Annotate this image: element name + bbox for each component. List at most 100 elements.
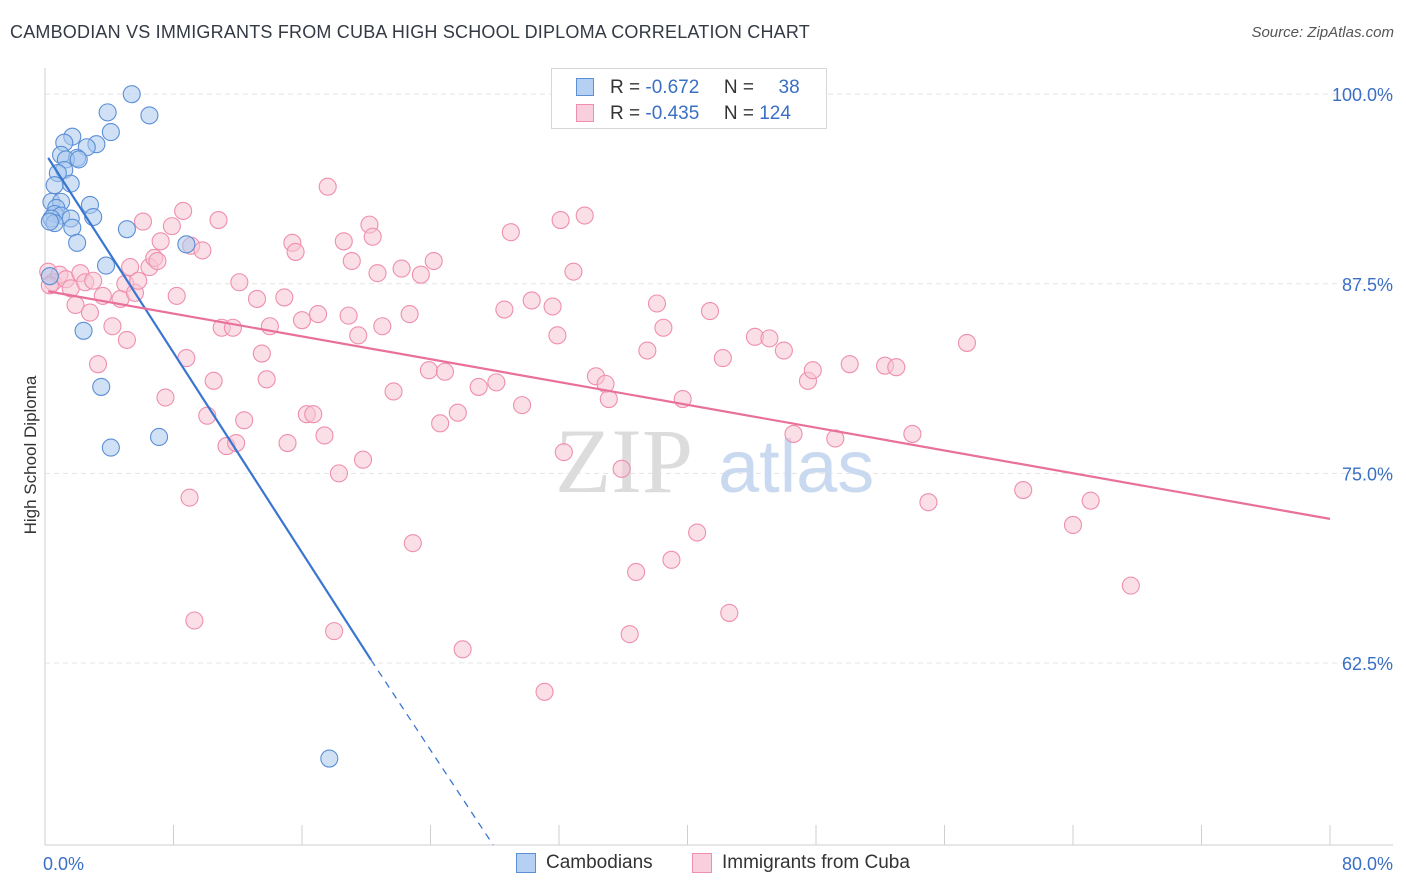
cuba-point xyxy=(647,294,667,313)
legend-swatch-cuba xyxy=(576,104,594,122)
cuba-point xyxy=(1081,491,1100,510)
legend-r-label: R = xyxy=(610,77,641,98)
cuba-point xyxy=(204,371,223,390)
cuba-point xyxy=(957,333,977,352)
cuba-point xyxy=(88,355,108,374)
cuba-point xyxy=(392,259,411,278)
cuba-point xyxy=(548,326,567,345)
cuba-point xyxy=(292,311,312,330)
legend-n-value: 124 xyxy=(759,103,791,124)
cuba-point xyxy=(638,341,657,360)
cuba-point xyxy=(162,217,181,236)
legend-r-label: R = xyxy=(610,103,641,124)
chart-title: CAMBODIAN VS IMMIGRANTS FROM CUBA HIGH S… xyxy=(10,22,810,42)
cuba-point xyxy=(363,227,382,246)
cambodian-point xyxy=(69,150,88,169)
cambodian-point xyxy=(101,438,120,457)
cuba-point xyxy=(513,396,532,415)
legend-n-label: N = xyxy=(723,103,754,124)
cuba-point xyxy=(411,265,430,284)
cuba-point xyxy=(193,241,212,260)
cuba-point xyxy=(257,370,276,389)
x-tick-label-max: 80.0% xyxy=(1342,854,1393,874)
cuba-point xyxy=(551,211,570,230)
cuba-point xyxy=(535,682,554,701)
cuba-point xyxy=(424,251,443,271)
cuba-point xyxy=(419,361,438,380)
cambodian-point xyxy=(40,212,59,231)
legend-swatch-cuba xyxy=(692,853,712,873)
legend-r-value: -0.672 xyxy=(645,77,700,98)
cuba-point xyxy=(662,550,681,569)
cuba-point xyxy=(275,288,294,307)
cuba-point xyxy=(342,251,361,271)
legend-swatch-cambodians xyxy=(516,853,536,873)
cuba-point xyxy=(400,305,419,324)
cuba-point xyxy=(148,251,167,271)
cuba-point xyxy=(84,271,103,290)
cuba-point xyxy=(774,341,793,360)
cambodian-point xyxy=(149,427,169,447)
cuba-point xyxy=(174,201,193,221)
cambodian-point xyxy=(40,267,59,286)
legend-n-label: N = xyxy=(723,77,754,98)
cuba-point xyxy=(80,303,100,322)
cuba-point xyxy=(334,232,353,251)
legend-n-value: 38 xyxy=(778,77,800,98)
cuba-point xyxy=(230,273,249,292)
cambodians-trend-line xyxy=(47,157,372,661)
cuba-point xyxy=(1121,576,1140,595)
source-note: Source: ZipAtlas.com xyxy=(1251,24,1394,41)
cuba-point xyxy=(469,377,488,396)
cuba-point xyxy=(167,286,186,305)
cuba-point xyxy=(840,355,859,374)
cuba-point xyxy=(339,306,358,325)
series-cambodians-points xyxy=(40,85,339,768)
cuba-point xyxy=(223,318,242,337)
cuba-point xyxy=(133,212,153,231)
cuba-point xyxy=(453,640,472,659)
y-tick-label: 75.0% xyxy=(1342,464,1393,484)
x-tick-label-min: 0.0% xyxy=(43,854,84,874)
cuba-point xyxy=(247,289,267,308)
cambodian-point xyxy=(74,321,93,340)
y-tick-label: 62.5% xyxy=(1342,654,1393,674)
cuba-point xyxy=(329,464,348,483)
cuba-point xyxy=(286,242,305,261)
cuba-point xyxy=(209,211,228,230)
cambodian-point xyxy=(92,377,111,396)
cuba-point xyxy=(543,297,562,316)
cuba-point xyxy=(784,424,803,443)
cuba-point xyxy=(373,317,392,336)
legend-r-value: -0.435 xyxy=(645,103,700,124)
cuba-point xyxy=(349,326,368,345)
cuba-point xyxy=(431,414,450,433)
y-tick-label: 87.5% xyxy=(1342,275,1393,295)
cuba-point xyxy=(448,403,467,422)
cuba-point xyxy=(384,382,403,401)
cuba-point xyxy=(575,206,594,225)
cuba-point xyxy=(654,318,673,337)
correlation-legend: R = -0.672 N = 38 R = -0.435 N = 124 xyxy=(551,68,827,129)
cambodian-point xyxy=(63,218,82,237)
cuba-point xyxy=(700,302,720,321)
cuba-point xyxy=(435,362,455,381)
cuba-point xyxy=(627,562,646,582)
cuba-point xyxy=(304,405,323,424)
legend-swatch-cambodians xyxy=(576,78,594,96)
y-axis-label: High School Diploma xyxy=(21,375,40,534)
cuba-point xyxy=(252,344,271,363)
cuba-point xyxy=(368,264,387,283)
cuba-point xyxy=(919,493,938,512)
cuba-point xyxy=(318,177,337,196)
cuba-point xyxy=(121,258,140,277)
series-cuba-points xyxy=(39,177,1140,701)
gridlines xyxy=(45,93,1393,664)
trend-lines xyxy=(47,157,1331,846)
cuba-trend-line xyxy=(48,290,1331,520)
cuba-point xyxy=(612,459,631,478)
cambodian-point xyxy=(177,235,196,254)
cuba-point xyxy=(495,300,514,319)
cambodian-point xyxy=(68,233,87,252)
